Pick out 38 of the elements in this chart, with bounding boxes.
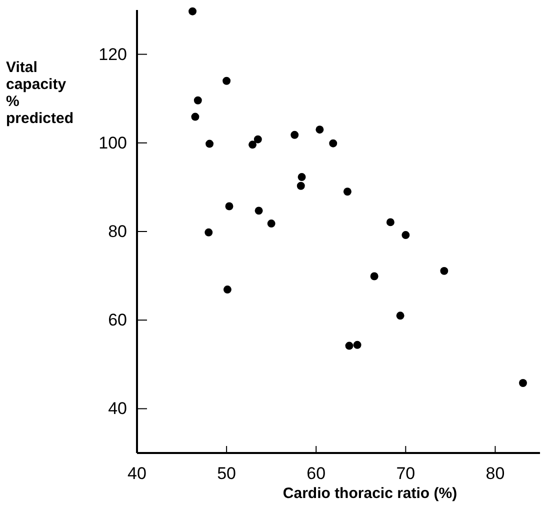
x-tick-label: 50 — [217, 464, 236, 484]
point — [345, 342, 354, 350]
point — [290, 130, 299, 139]
y-tick-label: 120 — [98, 44, 127, 64]
point — [440, 266, 448, 275]
point — [518, 379, 527, 387]
y-tick-label: 60 — [108, 310, 127, 330]
point — [296, 182, 305, 190]
point — [248, 140, 257, 149]
x-tick-label: 80 — [486, 464, 505, 484]
point — [353, 340, 362, 349]
x-tick-label: 40 — [128, 464, 146, 484]
point — [206, 140, 214, 148]
point — [386, 218, 394, 226]
x-tick-label: 70 — [396, 464, 416, 484]
point — [188, 7, 197, 16]
point — [343, 188, 352, 196]
point — [267, 220, 276, 228]
point — [223, 286, 232, 294]
y-tick-label: 40 — [108, 399, 127, 418]
point — [204, 228, 213, 236]
x-tick-label: 60 — [306, 464, 326, 484]
point — [191, 112, 200, 121]
point — [316, 126, 324, 134]
point — [329, 139, 338, 148]
point — [194, 96, 202, 104]
point — [396, 312, 404, 320]
point — [370, 272, 378, 280]
point — [254, 206, 263, 215]
y-tick-label: 100 — [98, 133, 127, 152]
point — [222, 76, 231, 85]
point — [298, 173, 306, 181]
point — [402, 231, 410, 240]
x-axis-title: Cardio thoracic ratio (%) — [282, 485, 458, 502]
y-axis-title: Vital capacity % predicted — [6, 59, 74, 127]
point — [254, 135, 262, 144]
y-tick-label: 80 — [108, 222, 127, 241]
point — [225, 202, 234, 210]
